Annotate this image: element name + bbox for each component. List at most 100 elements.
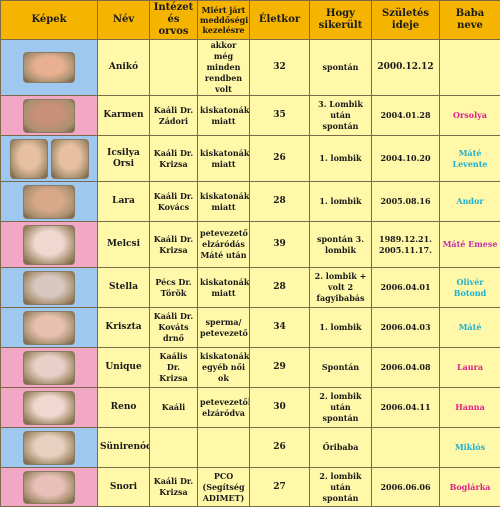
clinic-cell: Kaáli Dr. Kováts drnő [150,308,198,348]
reason-cell: kiskatonák miatt [198,182,250,222]
baby-name-cell [440,40,500,96]
birth-date-cell: 2006.04.03 [372,308,440,348]
photo-cell [1,348,98,388]
baby-name-cell: Laura [440,348,500,388]
age-cell: 30 [250,388,310,428]
name-cell: Kriszta [98,308,150,348]
age-cell: 28 [250,268,310,308]
name-cell: Sünirenóca [98,428,150,468]
baby-name-cell: Boglárka [440,468,500,507]
baby-name-cell: Miklós [440,428,500,468]
header-row: Képek Név Intézet és orvos Miért járt me… [1,1,500,40]
header-nev: Név [98,1,150,40]
age-cell: 29 [250,348,310,388]
header-szules: Születés ideje [372,1,440,40]
birth-date-cell: 2000.12.12 [372,40,440,96]
age-cell: 35 [250,96,310,136]
photo-cell [1,182,98,222]
baby-photo [23,351,75,385]
baby-name-cell: Andor [440,182,500,222]
reason-cell: kiskatonák egyéb női ok [198,348,250,388]
clinic-cell: Kaáli Dr. Zádori [150,96,198,136]
baby-name-cell: Máté Emese [440,222,500,268]
name-cell: Icsilya Orsi [98,136,150,182]
photo-cell [1,136,98,182]
birth-date-cell: 1989.12.21. 2005.11.17. [372,222,440,268]
reason-cell: petevezetők elzáródva [198,388,250,428]
baby-photo [23,471,75,504]
method-cell: 2. lombik után spontán [310,468,372,507]
baby-photo [23,225,75,265]
photo-cell [1,468,98,507]
birth-date-cell: 2006.04.01 [372,268,440,308]
birth-date-cell [372,428,440,468]
name-cell: Snori [98,468,150,507]
reason-cell: sperma/ petevezető [198,308,250,348]
baby-photo [23,99,75,133]
header-hogy: Hogy sikerült [310,1,372,40]
clinic-cell: Kaális Dr. Krizsa [150,348,198,388]
baby-photo [23,391,75,425]
age-cell: 28 [250,182,310,222]
photo-cell [1,40,98,96]
age-cell: 27 [250,468,310,507]
clinic-cell: Kaáli [150,388,198,428]
baby-name-cell: Máté Levente [440,136,500,182]
name-cell: Lara [98,182,150,222]
header-baba: Baba neve [440,1,500,40]
photo-cell [1,388,98,428]
header-kepek: Képek [1,1,98,40]
photo-cell [1,96,98,136]
photo-cell [1,308,98,348]
clinic-cell: Kaáli Dr. Krizsa [150,468,198,507]
clinic-cell [150,428,198,468]
baby-photo [23,311,75,345]
birth-date-cell: 2004.01.28 [372,96,440,136]
baby-photo [23,271,75,305]
method-cell: 3. Lombik után spontán [310,96,372,136]
age-cell: 39 [250,222,310,268]
baby-photo [51,139,89,179]
birth-date-cell: 2004.10.20 [372,136,440,182]
name-cell: Melcsi [98,222,150,268]
baby-name-cell: Orsolya [440,96,500,136]
header-eletkor: Életkor [250,1,310,40]
clinic-cell: Kaáli Dr. Kovács [150,182,198,222]
reason-cell: kiskatonák miatt [198,268,250,308]
baby-name-cell: Hanna [440,388,500,428]
baby-photo [23,52,75,83]
method-cell: Spontán [310,348,372,388]
method-cell: 2. lombik + volt 2 fagyibabás [310,268,372,308]
photo-cell [1,428,98,468]
method-cell: spontán 3. lombik [310,222,372,268]
reason-cell: petevezető elzáródás Máté után [198,222,250,268]
clinic-cell: Kaáli Dr. Krizsa [150,136,198,182]
age-cell: 26 [250,136,310,182]
age-cell: 32 [250,40,310,96]
baby-photo [23,431,75,465]
name-cell: Karmen [98,96,150,136]
baby-name-cell: Máté [440,308,500,348]
clinic-cell: Pécs Dr. Török [150,268,198,308]
age-cell: 26 [250,428,310,468]
reason-cell: akkor még minden rendben volt [198,40,250,96]
method-cell: 1. lombik [310,308,372,348]
photo-cell [1,222,98,268]
name-cell: Unique [98,348,150,388]
method-cell: Őribaba [310,428,372,468]
clinic-cell [150,40,198,96]
clinic-cell: Kaáli Dr. Krizsa [150,222,198,268]
method-cell: spontán [310,40,372,96]
birth-date-cell: 2005.08.16 [372,182,440,222]
reason-cell [198,428,250,468]
